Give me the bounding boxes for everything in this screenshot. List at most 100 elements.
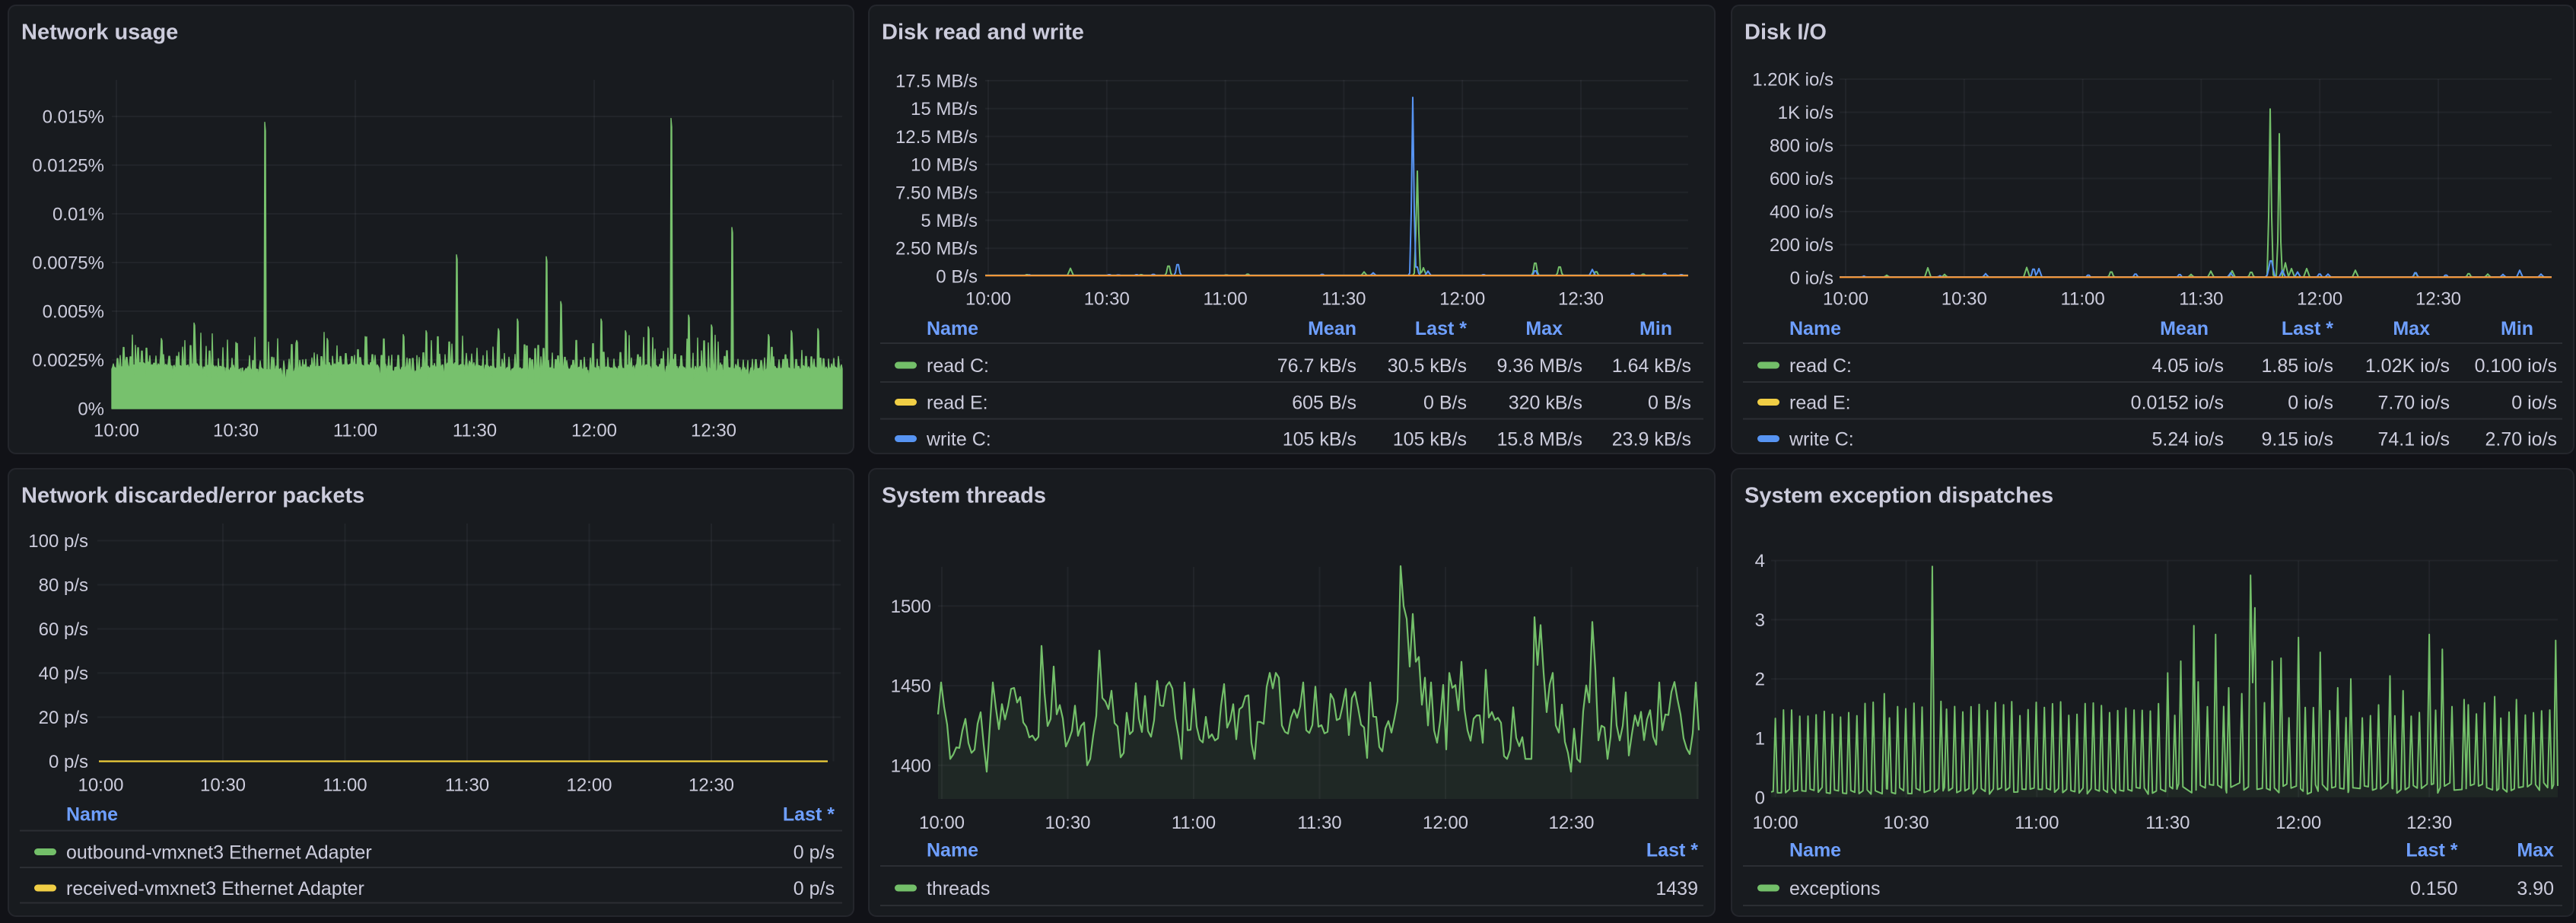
- svg-text:Last *: Last *: [2282, 318, 2333, 339]
- svg-text:11:30: 11:30: [2179, 289, 2223, 310]
- svg-text:76.7 kB/s: 76.7 kB/s: [1277, 355, 1356, 377]
- svg-text:read C:: read C:: [1789, 355, 1852, 377]
- svg-text:17.5 MB/s: 17.5 MB/s: [895, 72, 978, 92]
- svg-text:1439: 1439: [1655, 878, 1698, 899]
- svg-text:10:30: 10:30: [1883, 813, 1929, 833]
- svg-text:11:30: 11:30: [445, 775, 489, 796]
- svg-text:1.20K io/s: 1.20K io/s: [1752, 70, 1833, 91]
- svg-text:15.8 MB/s: 15.8 MB/s: [1496, 428, 1582, 450]
- svg-text:0.150: 0.150: [2410, 878, 2458, 899]
- svg-text:read E:: read E:: [1789, 392, 1851, 413]
- svg-text:Mean: Mean: [2160, 318, 2209, 339]
- svg-text:4: 4: [1755, 551, 1765, 571]
- svg-text:80 p/s: 80 p/s: [39, 575, 88, 596]
- svg-text:10 MB/s: 10 MB/s: [911, 155, 978, 176]
- svg-text:200 io/s: 200 io/s: [1770, 235, 1833, 256]
- svg-text:0.0075%: 0.0075%: [32, 253, 104, 274]
- svg-text:11:30: 11:30: [2145, 813, 2190, 833]
- svg-text:9.36 MB/s: 9.36 MB/s: [1496, 355, 1582, 377]
- svg-text:2: 2: [1755, 670, 1765, 690]
- svg-text:Min: Min: [2501, 318, 2533, 339]
- svg-text:11:00: 11:00: [333, 421, 377, 441]
- svg-text:Mean: Mean: [1308, 318, 1356, 339]
- svg-text:100 p/s: 100 p/s: [28, 531, 88, 552]
- svg-text:60 p/s: 60 p/s: [39, 619, 88, 640]
- svg-text:2.70 io/s: 2.70 io/s: [2485, 428, 2557, 450]
- svg-text:Name: Name: [927, 318, 978, 339]
- svg-text:0 B/s: 0 B/s: [1648, 392, 1691, 413]
- svg-text:0 p/s: 0 p/s: [49, 752, 88, 772]
- svg-text:Last *: Last *: [2406, 839, 2457, 861]
- svg-text:105 kB/s: 105 kB/s: [1393, 428, 1467, 450]
- svg-text:1.02K io/s: 1.02K io/s: [2365, 355, 2450, 377]
- svg-text:10:00: 10:00: [78, 775, 123, 796]
- svg-text:3: 3: [1755, 610, 1765, 631]
- svg-text:10:00: 10:00: [1823, 289, 1868, 310]
- svg-text:System threads: System threads: [882, 483, 1046, 508]
- svg-text:Name: Name: [1789, 318, 1841, 339]
- svg-text:605 B/s: 605 B/s: [1292, 392, 1356, 413]
- svg-text:9.15 io/s: 9.15 io/s: [2261, 428, 2333, 450]
- svg-text:320 kB/s: 320 kB/s: [1509, 392, 1582, 413]
- svg-text:1400: 1400: [891, 756, 931, 776]
- svg-text:Last *: Last *: [1415, 318, 1467, 339]
- svg-text:Disk I/O: Disk I/O: [1744, 20, 1827, 44]
- svg-text:Last *: Last *: [1646, 839, 1698, 861]
- svg-text:write C:: write C:: [926, 428, 991, 450]
- svg-text:write C:: write C:: [1789, 428, 1854, 450]
- svg-text:1.85 io/s: 1.85 io/s: [2261, 355, 2333, 377]
- svg-text:10:00: 10:00: [965, 289, 1011, 310]
- svg-text:Last *: Last *: [783, 804, 835, 825]
- svg-text:5.24 io/s: 5.24 io/s: [2151, 428, 2224, 450]
- svg-text:Min: Min: [1639, 318, 1672, 339]
- svg-text:0 io/s: 0 io/s: [2288, 392, 2333, 413]
- svg-text:11:00: 11:00: [2015, 813, 2059, 833]
- svg-text:1K io/s: 1K io/s: [1778, 103, 1833, 123]
- svg-text:0: 0: [1755, 788, 1765, 808]
- svg-text:0.005%: 0.005%: [43, 302, 104, 323]
- svg-text:0%: 0%: [78, 399, 104, 420]
- svg-text:74.1 io/s: 74.1 io/s: [2377, 428, 2450, 450]
- svg-text:2.50 MB/s: 2.50 MB/s: [895, 239, 978, 259]
- svg-text:30.5 kB/s: 30.5 kB/s: [1388, 355, 1467, 377]
- svg-text:12:00: 12:00: [2275, 813, 2321, 833]
- svg-text:11:30: 11:30: [1297, 813, 1341, 833]
- svg-text:12:30: 12:30: [691, 421, 736, 441]
- svg-text:0 io/s: 0 io/s: [1790, 269, 1833, 289]
- svg-text:Name: Name: [927, 839, 978, 861]
- svg-text:7.50 MB/s: 7.50 MB/s: [895, 183, 978, 203]
- svg-text:11:00: 11:00: [1172, 813, 1216, 833]
- svg-text:11:00: 11:00: [2060, 289, 2104, 310]
- svg-text:20 p/s: 20 p/s: [39, 708, 88, 728]
- svg-text:0 p/s: 0 p/s: [793, 878, 835, 899]
- svg-text:10:00: 10:00: [94, 421, 139, 441]
- svg-text:1.64 kB/s: 1.64 kB/s: [1612, 355, 1691, 377]
- svg-text:11:30: 11:30: [1321, 289, 1366, 310]
- svg-text:10:00: 10:00: [919, 813, 965, 833]
- svg-text:0 p/s: 0 p/s: [793, 842, 835, 863]
- svg-text:0.0125%: 0.0125%: [32, 156, 104, 177]
- svg-text:10:30: 10:30: [200, 775, 246, 796]
- svg-text:12:00: 12:00: [571, 421, 617, 441]
- svg-text:10:30: 10:30: [213, 421, 259, 441]
- svg-text:0.100 io/s: 0.100 io/s: [2475, 355, 2557, 377]
- svg-text:12:30: 12:30: [1548, 813, 1594, 833]
- svg-text:1: 1: [1755, 729, 1765, 750]
- svg-text:Max: Max: [2517, 839, 2554, 861]
- svg-text:105 kB/s: 105 kB/s: [1283, 428, 1356, 450]
- svg-text:4.05 io/s: 4.05 io/s: [2151, 355, 2224, 377]
- svg-text:Network discarded/error packet: Network discarded/error packets: [21, 483, 364, 508]
- svg-text:0.0152 io/s: 0.0152 io/s: [2131, 392, 2224, 413]
- svg-text:System exception dispatches: System exception dispatches: [1744, 483, 2053, 508]
- svg-text:outbound-vmxnet3 Ethernet Adap: outbound-vmxnet3 Ethernet Adapter: [66, 842, 372, 863]
- svg-text:12:30: 12:30: [1558, 289, 1604, 310]
- svg-text:11:30: 11:30: [453, 421, 497, 441]
- svg-text:12.5 MB/s: 12.5 MB/s: [895, 127, 978, 148]
- svg-text:12:30: 12:30: [689, 775, 734, 796]
- svg-text:Disk read and write: Disk read and write: [882, 20, 1084, 44]
- svg-text:Network usage: Network usage: [21, 20, 178, 44]
- svg-text:Max: Max: [2393, 318, 2430, 339]
- svg-text:exceptions: exceptions: [1789, 878, 1881, 899]
- svg-text:0.015%: 0.015%: [43, 107, 104, 128]
- svg-text:12:00: 12:00: [566, 775, 612, 796]
